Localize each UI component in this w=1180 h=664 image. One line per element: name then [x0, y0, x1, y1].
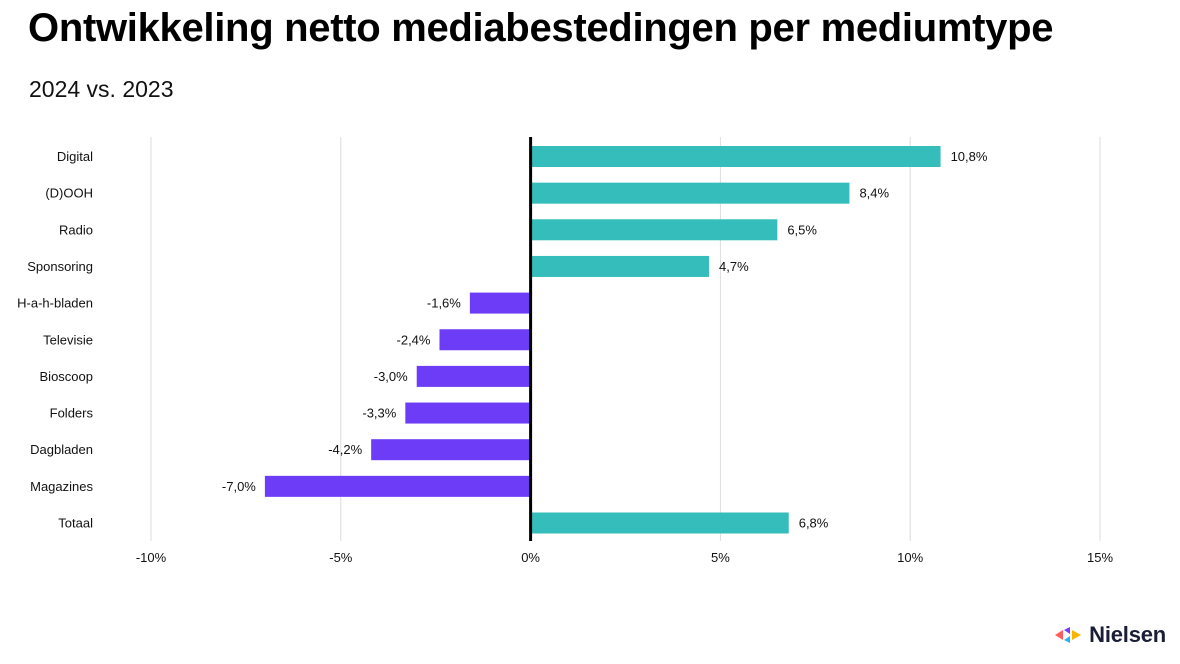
x-tick-label: -5% [329, 550, 353, 565]
bar [371, 439, 531, 461]
grid-lines [150, 137, 1101, 541]
bar [530, 512, 789, 534]
category-label: Dagbladen [30, 442, 93, 457]
chart-subtitle: 2024 vs. 2023 [29, 76, 174, 102]
value-labels: 10,8% 8,4% 6,5% 4,7% -1,6% -2,4% -3,0% -3,3% -4,… [222, 149, 988, 531]
data-label: -7,0% [222, 479, 256, 494]
data-label: -3,0% [374, 369, 408, 384]
x-tick-label: 5% [711, 550, 730, 565]
data-label: -3,3% [362, 406, 396, 421]
data-label: 4,7% [719, 259, 749, 274]
nielsen-logo-text: Nielsen [1089, 622, 1166, 647]
category-label: Totaal [58, 516, 93, 531]
bar [264, 475, 531, 497]
data-label: 8,4% [859, 186, 889, 201]
data-label: 6,5% [787, 222, 817, 237]
data-label: -1,6% [427, 296, 461, 311]
data-label: -4,2% [328, 442, 362, 457]
x-tick-label: 10% [897, 550, 923, 565]
category-label: (D)OOH [45, 186, 93, 201]
category-label: Televisie [43, 332, 93, 347]
category-label: Magazines [30, 479, 93, 494]
nielsen-mark-icon [1055, 627, 1082, 643]
category-label: Radio [59, 222, 93, 237]
x-tick-label: 15% [1087, 550, 1113, 565]
chart-title: Ontwikkeling netto mediabestedingen per … [28, 6, 1054, 50]
bar [530, 219, 778, 241]
bar [530, 146, 941, 167]
data-label: -2,4% [397, 332, 431, 347]
bar [469, 292, 531, 314]
x-tick-labels: -10% -5% 0% 5% 10% 15% [136, 550, 1114, 565]
category-label: H-a-h-bladen [17, 296, 93, 311]
category-label: Sponsoring [27, 259, 93, 274]
bar [530, 182, 850, 204]
bar [416, 365, 531, 387]
bars [264, 146, 941, 534]
bar [405, 402, 531, 424]
category-label: Digital [57, 149, 93, 164]
data-label: 10,8% [951, 149, 988, 164]
nielsen-logo: Nielsen [1055, 622, 1166, 648]
data-label: 6,8% [799, 516, 829, 531]
x-tick-label: -10% [136, 550, 167, 565]
bar [530, 255, 710, 277]
category-labels: Digital (D)OOH Radio Sponsoring H-a-h-bladen… [17, 149, 93, 531]
bar-chart: Digital (D)OOH Radio Sponsoring H-a-h-bladen… [17, 137, 1114, 565]
x-tick-label: 0% [521, 550, 540, 565]
category-label: Bioscoop [40, 369, 93, 384]
bar [439, 329, 531, 351]
category-label: Folders [50, 406, 94, 421]
